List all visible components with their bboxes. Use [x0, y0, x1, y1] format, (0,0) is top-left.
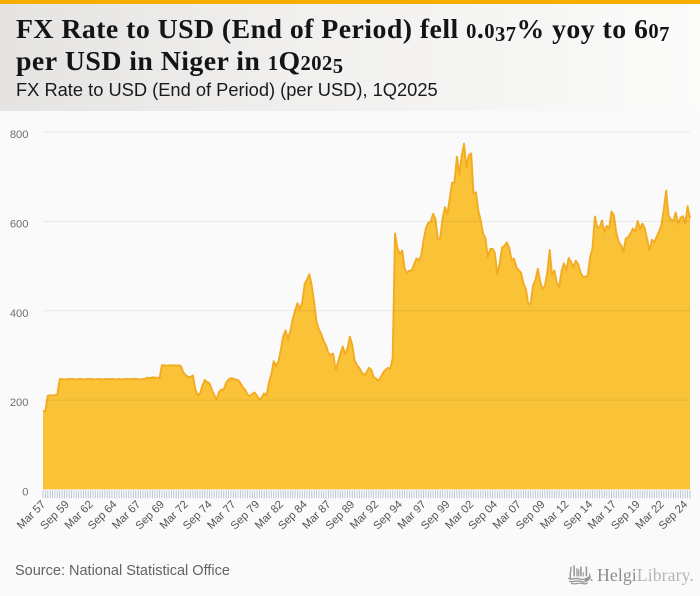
svg-text:600: 600	[10, 219, 29, 231]
svg-text:400: 400	[10, 308, 29, 320]
svg-text:200: 200	[10, 397, 29, 409]
svg-text:800: 800	[10, 129, 29, 141]
svg-text:0: 0	[22, 487, 28, 499]
